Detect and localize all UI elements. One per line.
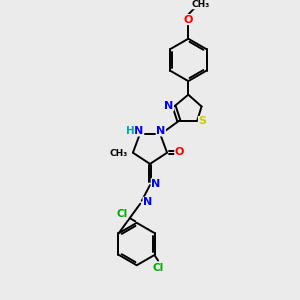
- Text: S: S: [198, 116, 206, 127]
- Text: Cl: Cl: [152, 263, 164, 273]
- Text: N: N: [156, 126, 166, 136]
- Text: H: H: [126, 126, 135, 136]
- Text: N: N: [151, 178, 160, 189]
- Text: CH₃: CH₃: [109, 149, 127, 158]
- Text: Cl: Cl: [116, 209, 128, 219]
- Text: CH₃: CH₃: [191, 0, 210, 9]
- Text: N: N: [143, 197, 152, 207]
- Text: N: N: [164, 101, 173, 111]
- Text: O: O: [184, 15, 193, 25]
- Text: O: O: [175, 147, 184, 157]
- Text: N: N: [134, 126, 144, 136]
